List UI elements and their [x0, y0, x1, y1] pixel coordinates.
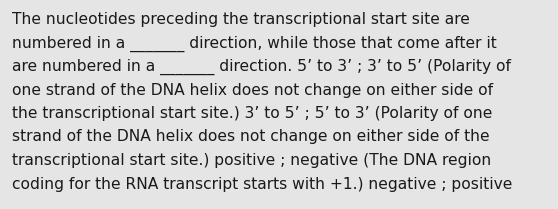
Text: strand of the DNA helix does not change on either side of the: strand of the DNA helix does not change …	[12, 130, 489, 144]
Text: The nucleotides preceding the transcriptional start site are: The nucleotides preceding the transcript…	[12, 12, 470, 27]
Text: the transcriptional start site.) 3’ to 5’ ; 5’ to 3’ (Polarity of one: the transcriptional start site.) 3’ to 5…	[12, 106, 492, 121]
Text: coding for the RNA transcript starts with +1.) negative ; positive: coding for the RNA transcript starts wit…	[12, 176, 512, 191]
Text: one strand of the DNA helix does not change on either side of: one strand of the DNA helix does not cha…	[12, 83, 493, 98]
Text: transcriptional start site.) positive ; negative (The DNA region: transcriptional start site.) positive ; …	[12, 153, 491, 168]
Text: are numbered in a _______ direction. 5’ to 3’ ; 3’ to 5’ (Polarity of: are numbered in a _______ direction. 5’ …	[12, 59, 511, 75]
Text: numbered in a _______ direction, while those that come after it: numbered in a _______ direction, while t…	[12, 36, 497, 52]
